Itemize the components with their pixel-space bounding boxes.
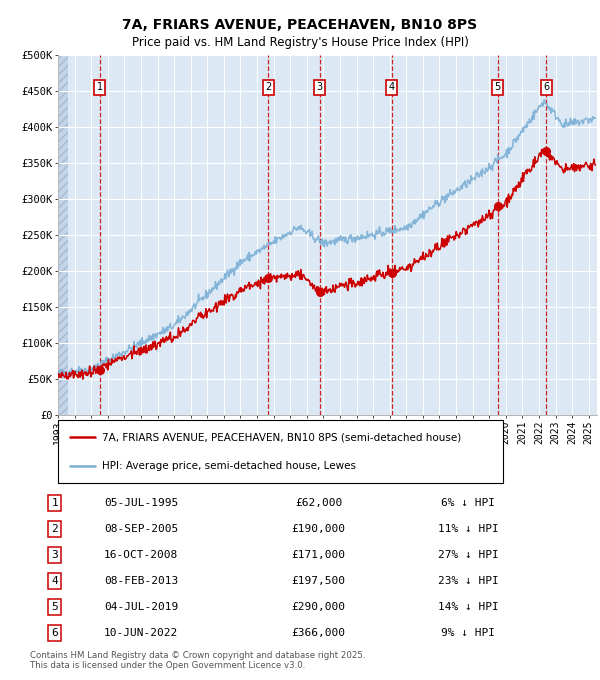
Text: £366,000: £366,000 (292, 628, 346, 638)
Text: £62,000: £62,000 (295, 498, 342, 508)
Text: 14% ↓ HPI: 14% ↓ HPI (438, 602, 499, 612)
Text: 5: 5 (494, 82, 501, 92)
Text: £190,000: £190,000 (292, 524, 346, 534)
Text: £171,000: £171,000 (292, 550, 346, 560)
Text: £197,500: £197,500 (292, 576, 346, 586)
Text: 7A, FRIARS AVENUE, PEACEHAVEN, BN10 8PS (semi-detached house): 7A, FRIARS AVENUE, PEACEHAVEN, BN10 8PS … (103, 432, 462, 442)
Text: Price paid vs. HM Land Registry's House Price Index (HPI): Price paid vs. HM Land Registry's House … (131, 36, 469, 49)
Text: 6% ↓ HPI: 6% ↓ HPI (442, 498, 496, 508)
Text: 23% ↓ HPI: 23% ↓ HPI (438, 576, 499, 586)
Text: 4: 4 (52, 576, 58, 586)
Text: 4: 4 (388, 82, 395, 92)
Text: Contains HM Land Registry data © Crown copyright and database right 2025.
This d: Contains HM Land Registry data © Crown c… (30, 651, 365, 670)
Text: £290,000: £290,000 (292, 602, 346, 612)
Text: 16-OCT-2008: 16-OCT-2008 (104, 550, 178, 560)
Text: 6: 6 (543, 82, 550, 92)
FancyBboxPatch shape (58, 420, 503, 483)
Text: 04-JUL-2019: 04-JUL-2019 (104, 602, 178, 612)
Text: 5: 5 (52, 602, 58, 612)
Text: 2: 2 (52, 524, 58, 534)
Text: 08-FEB-2013: 08-FEB-2013 (104, 576, 178, 586)
Text: 3: 3 (52, 550, 58, 560)
Text: 11% ↓ HPI: 11% ↓ HPI (438, 524, 499, 534)
Text: 27% ↓ HPI: 27% ↓ HPI (438, 550, 499, 560)
Text: 7A, FRIARS AVENUE, PEACEHAVEN, BN10 8PS: 7A, FRIARS AVENUE, PEACEHAVEN, BN10 8PS (122, 18, 478, 32)
Text: HPI: Average price, semi-detached house, Lewes: HPI: Average price, semi-detached house,… (103, 461, 356, 471)
Text: 05-JUL-1995: 05-JUL-1995 (104, 498, 178, 508)
Text: 2: 2 (265, 82, 272, 92)
Text: 1: 1 (97, 82, 103, 92)
Text: 08-SEP-2005: 08-SEP-2005 (104, 524, 178, 534)
Text: 6: 6 (52, 628, 58, 638)
Text: 10-JUN-2022: 10-JUN-2022 (104, 628, 178, 638)
Text: 1: 1 (52, 498, 58, 508)
Text: 9% ↓ HPI: 9% ↓ HPI (442, 628, 496, 638)
Text: 3: 3 (317, 82, 323, 92)
